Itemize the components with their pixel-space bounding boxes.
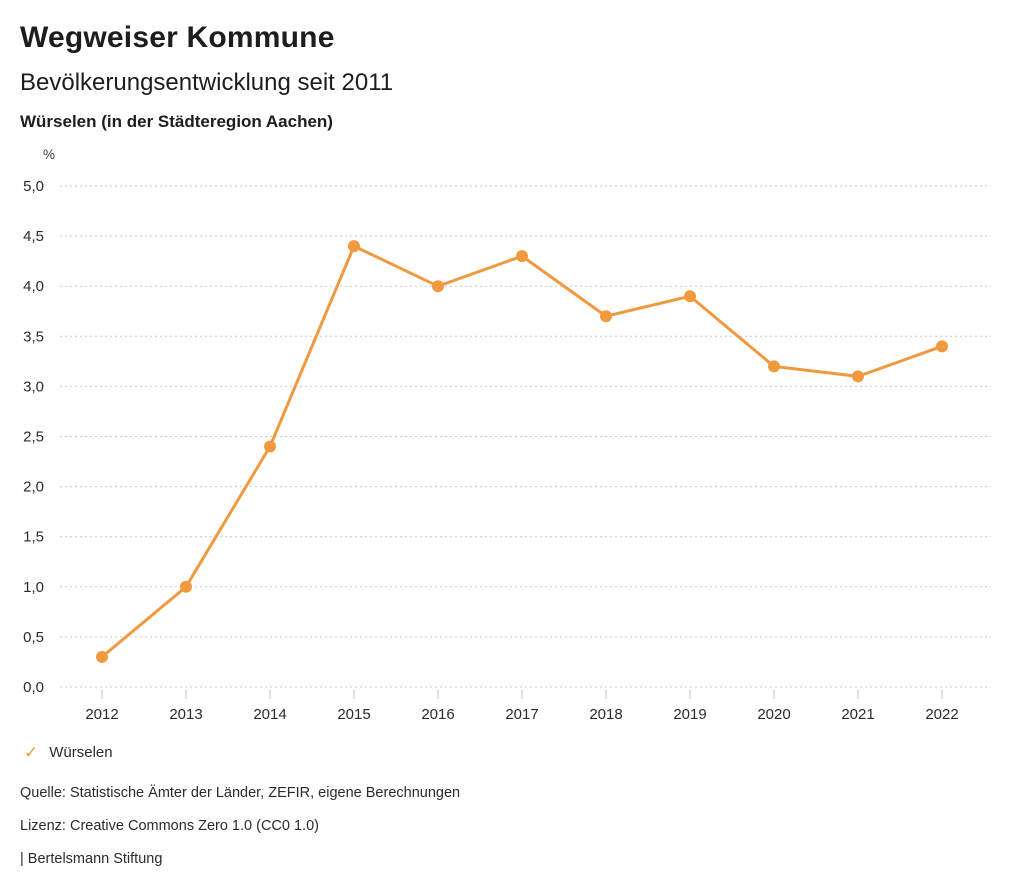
source-text: Quelle: Statistische Ämter der Länder, Z… bbox=[20, 785, 461, 801]
x-axis-tick-label: 2020 bbox=[757, 706, 790, 723]
y-axis-unit-label: % bbox=[43, 147, 55, 162]
y-axis-tick-label: 2,5 bbox=[23, 429, 44, 446]
x-axis-tick-label: 2017 bbox=[505, 706, 538, 723]
data-point[interactable] bbox=[516, 250, 528, 263]
y-axis-tick-label: 3,5 bbox=[23, 328, 44, 345]
data-point[interactable] bbox=[768, 360, 780, 373]
data-point[interactable] bbox=[684, 290, 696, 303]
y-axis-tick-label: 2,0 bbox=[23, 479, 44, 496]
y-axis-tick-label: 0,5 bbox=[23, 629, 44, 646]
data-point[interactable] bbox=[264, 440, 276, 453]
data-point[interactable] bbox=[600, 310, 612, 323]
data-point[interactable] bbox=[936, 340, 948, 353]
data-point[interactable] bbox=[96, 650, 108, 663]
x-axis-tick-label: 2014 bbox=[253, 706, 286, 723]
attribution-text: | Bertelsmann Stiftung bbox=[20, 851, 163, 867]
population-line-chart: 0,0 0,5 1,0 1,5 2,0 2,5 3,0 3,5 4,0 4,5 5,0% 2012 20… bbox=[23, 147, 991, 723]
x-axis-tick-label: 2015 bbox=[337, 706, 370, 723]
y-axis-tick-label: 0,0 bbox=[23, 679, 44, 696]
license-text: Lizenz: Creative Commons Zero 1.0 (CC0 1… bbox=[20, 818, 319, 834]
header: Wegweiser Kommune Bevölkerungsentwicklun… bbox=[20, 21, 393, 132]
y-axis-tick-label: 4,5 bbox=[23, 228, 44, 245]
legend-label: Würselen bbox=[49, 744, 113, 761]
x-axis-tick-label: 2018 bbox=[589, 706, 622, 723]
data-point[interactable] bbox=[180, 580, 192, 593]
x-axis-tick-label: 2019 bbox=[673, 706, 706, 723]
y-axis-tick-label: 1,5 bbox=[23, 529, 44, 546]
data-point[interactable] bbox=[432, 280, 444, 293]
legend-item-wuerselen[interactable]: ✓ Würselen bbox=[24, 744, 113, 761]
y-axis-tick-label: 3,0 bbox=[23, 378, 44, 395]
data-point[interactable] bbox=[348, 240, 360, 253]
x-axis-tick-label: 2016 bbox=[421, 706, 454, 723]
y-axis-tick-label: 5,0 bbox=[23, 178, 44, 195]
series-line bbox=[100, 244, 944, 659]
y-axis-tick-label: 1,0 bbox=[23, 579, 44, 596]
x-axis-tick-label: 2022 bbox=[925, 706, 958, 723]
x-axis-tick-label: 2021 bbox=[841, 706, 874, 723]
footer: Quelle: Statistische Ämter der Länder, Z… bbox=[20, 785, 460, 884]
chart-subtitle: Würselen (in der Städteregion Aachen) bbox=[20, 112, 333, 131]
data-point[interactable] bbox=[852, 370, 864, 383]
check-icon: ✓ bbox=[24, 743, 39, 762]
x-axis-tick-label: 2012 bbox=[85, 706, 118, 723]
chart-title: Bevölkerungsentwicklung seit 2011 bbox=[20, 69, 394, 96]
x-axis-tick-label: 2013 bbox=[169, 706, 202, 723]
y-axis-tick-label: 4,0 bbox=[23, 278, 44, 295]
app-title: Wegweiser Kommune bbox=[20, 21, 335, 54]
